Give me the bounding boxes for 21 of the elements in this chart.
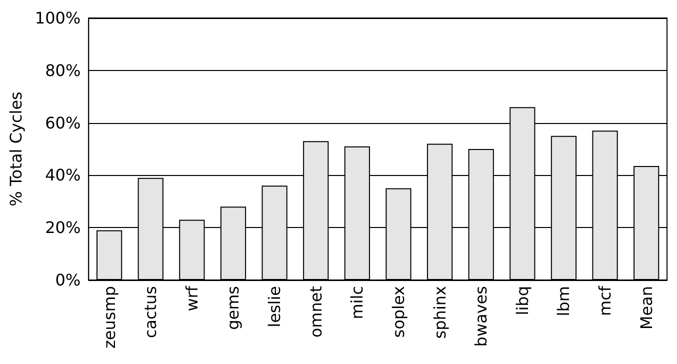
x-tick-label: mcf	[596, 286, 615, 316]
x-tick-label: gems	[224, 286, 243, 330]
x-tick-label: wrf	[182, 286, 202, 312]
x-tick-label: cactus	[141, 286, 160, 338]
x-tick-label: zeusmp	[100, 286, 119, 348]
x-tick-label: milc	[348, 286, 367, 320]
x-tick-label: libq	[512, 286, 532, 316]
y-tick-label: 60%	[45, 113, 81, 132]
x-tick-label: lbm	[554, 286, 574, 316]
x-tick-label: Mean	[636, 286, 656, 330]
y-tick-label: 20%	[45, 218, 81, 238]
y-tick-label: 0%	[55, 270, 81, 290]
y-tick-label: 40%	[45, 166, 81, 185]
x-tick-label: bwaves	[472, 286, 491, 347]
x-tick-label: soplex	[388, 286, 408, 338]
y-axis-title: % Total Cycles	[6, 92, 26, 206]
x-tick-label: sphinx	[430, 286, 450, 339]
x-tick-label: omnet	[306, 286, 326, 338]
x-tick-label: leslie	[265, 286, 284, 328]
y-tick-label: 80%	[45, 60, 81, 80]
y-tick-label: 100%	[34, 8, 81, 28]
